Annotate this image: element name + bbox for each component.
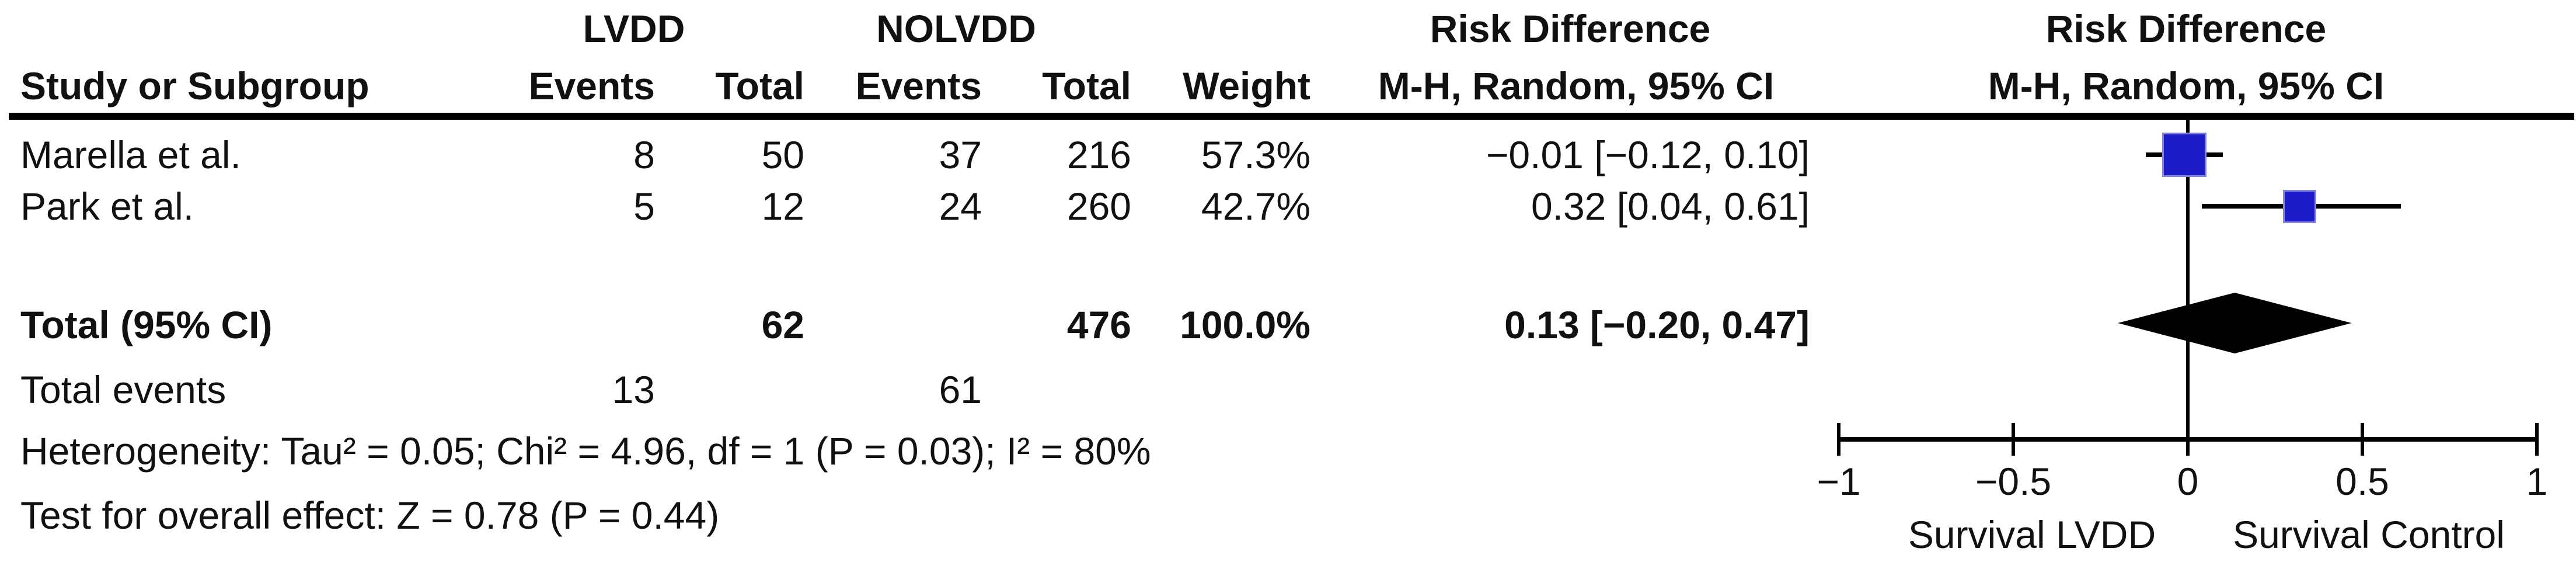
study-events1: 8: [633, 133, 655, 176]
ci-column-header-plot: M-H, Random, 95% CI: [1988, 64, 2385, 107]
study-ci-text: −0.01 [−0.12, 0.10]: [1486, 133, 1810, 176]
axis-tick-label: 0.5: [2336, 460, 2389, 503]
study-total1: 50: [761, 133, 804, 176]
axis-tick: [2535, 423, 2539, 456]
study-events2: 24: [939, 185, 982, 228]
study-name: Park et al.: [20, 185, 194, 228]
header-divider-rule: [9, 113, 2574, 120]
study-weight-square: [2282, 189, 2316, 223]
ci-column-header-text: M-H, Random, 95% CI: [1378, 64, 1775, 107]
total1-column-header: Total: [715, 64, 804, 107]
axis-tick-label: −1: [1817, 460, 1861, 503]
study-weight-square: [2162, 133, 2207, 177]
total-events-label: Total events: [20, 368, 226, 411]
total-events-value2: 61: [939, 368, 982, 411]
weight-column-header: Weight: [1183, 64, 1310, 107]
study-weight: 57.3%: [1201, 133, 1310, 176]
study-events1: 5: [633, 185, 655, 228]
study-total2: 216: [1066, 133, 1131, 176]
overall-effect-diamond: [2118, 293, 2352, 353]
axis-tick-label: 1: [2526, 460, 2548, 503]
total-row-label: Total (95% CI): [20, 303, 273, 346]
risk-difference-header-plot-column: Risk Difference: [2045, 7, 2327, 50]
total-row-ci-text: 0.13 [−0.20, 0.47]: [1504, 303, 1810, 346]
group1-header: LVDD: [583, 7, 685, 50]
total-row-total2: 476: [1066, 303, 1131, 346]
events1-column-header: Events: [528, 64, 655, 107]
total2-column-header: Total: [1042, 64, 1131, 107]
axis-caption-right: Survival Control: [2233, 513, 2505, 556]
axis-caption-left: Survival LVDD: [1908, 513, 2156, 556]
study-total2: 260: [1066, 185, 1131, 228]
study-column-header: Study or Subgroup: [20, 64, 370, 107]
total-events-value1: 13: [612, 368, 655, 411]
group2-header: NOLVDD: [876, 7, 1036, 50]
overall-effect-line: Test for overall effect: Z = 0.78 (P = 0…: [20, 494, 720, 537]
study-total1: 12: [761, 185, 804, 228]
total-row-weight: 100.0%: [1180, 303, 1310, 346]
axis-tick: [1837, 423, 1841, 456]
axis-tick: [2012, 423, 2015, 456]
heterogeneity-line: Heterogeneity: Tau² = 0.05; Chi² = 4.96,…: [20, 429, 1151, 473]
study-ci-text: 0.32 [0.04, 0.61]: [1531, 185, 1810, 228]
axis-tick: [2186, 423, 2190, 456]
study-name: Marella et al.: [20, 133, 241, 176]
study-events2: 37: [939, 133, 982, 176]
axis-tick: [2361, 423, 2364, 456]
zero-effect-line: [2186, 120, 2190, 442]
axis-tick-label: 0: [2177, 460, 2199, 503]
events2-column-header: Events: [855, 64, 982, 107]
total-row-total1: 62: [761, 303, 804, 346]
study-weight: 42.7%: [1201, 185, 1310, 228]
axis-tick-label: −0.5: [1975, 460, 2052, 503]
risk-difference-header-text-column: Risk Difference: [1430, 7, 1711, 50]
